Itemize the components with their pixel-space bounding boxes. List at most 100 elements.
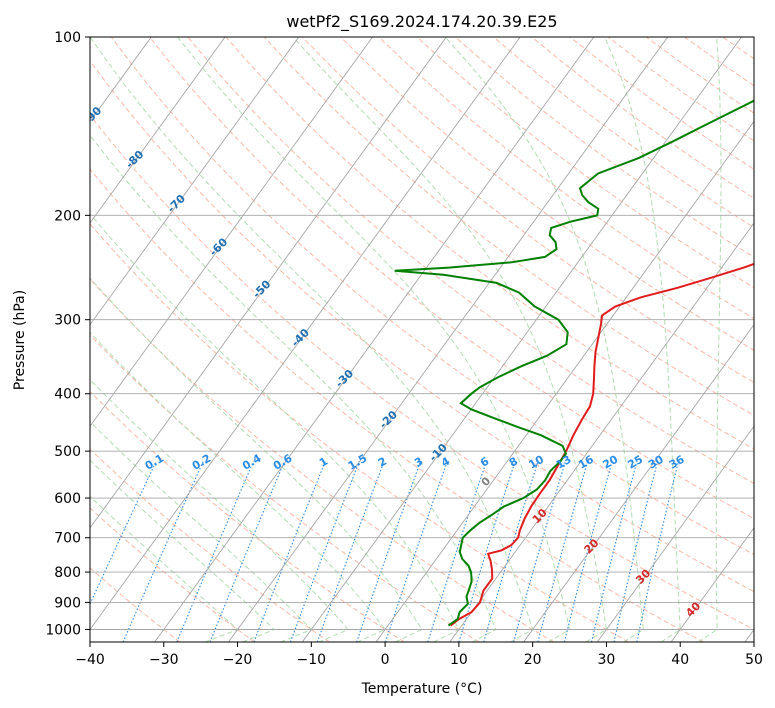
y-tick-label: 200 — [54, 208, 81, 224]
x-tick-label: 50 — [745, 652, 763, 668]
mixing-ratio-label: 16 — [576, 453, 596, 472]
dry-adiabat — [90, 448, 330, 642]
x-tick-label: 20 — [524, 652, 542, 668]
temperature-profile — [449, 262, 754, 627]
isotherm — [523, 323, 754, 642]
mixing-ratio-line — [384, 461, 448, 642]
moist-adiabat — [604, 37, 681, 642]
moist-adiabat — [90, 37, 534, 642]
mixing-ratio-label: 1.5 — [346, 452, 369, 473]
chart-title: wetPf2_S169.2024.174.20.39.E25 — [286, 12, 557, 32]
mixing-ratio-label: 36 — [667, 453, 687, 472]
dewpoint-profile — [394, 99, 754, 627]
dry-adiabat — [90, 390, 405, 642]
mixing-ratio-label: 20 — [601, 453, 621, 472]
moist-adiabat — [90, 213, 460, 642]
dry-adiabat — [90, 114, 754, 631]
dry-adiabat — [90, 223, 629, 642]
grid-lines — [90, 37, 754, 642]
y-tick-label: 700 — [54, 531, 81, 547]
dry-adiabat-label: -60 — [207, 235, 230, 258]
mixing-ratio-label: 0.4 — [240, 452, 264, 473]
x-tick-label: 0 — [381, 652, 390, 668]
dry-adiabat — [225, 37, 754, 450]
mixing-ratio-label: 25 — [625, 453, 645, 472]
mixing-ratio-label: 6 — [478, 454, 491, 469]
moist-adiabat — [177, 37, 571, 642]
moist-adiabat — [292, 37, 607, 642]
dry-adiabat — [90, 59, 754, 593]
dry-adiabat — [90, 278, 555, 642]
dry-adiabat — [761, 37, 775, 642]
dry-adiabat-label: -30 — [333, 367, 356, 390]
dry-adiabat — [340, 37, 754, 351]
y-axis: 100 200 300 400 500 600 700 800 900 1000 — [45, 30, 90, 639]
dry-adiabat-label: -40 — [289, 326, 312, 349]
mixing-ratio-line — [356, 461, 422, 642]
isotherm — [301, 37, 743, 642]
dry-adiabat — [454, 37, 754, 258]
isotherm — [375, 120, 754, 642]
dry-adiabat-label: -100 — [35, 60, 64, 89]
moist-adiabat — [90, 134, 497, 642]
mixing-ratio-label: 3 — [412, 455, 425, 470]
mixing-ratio-label: 1 — [317, 455, 330, 470]
x-axis-label: Temperature (°C) — [361, 681, 483, 697]
mixing-ratio-line — [537, 461, 589, 642]
moist-adiabat — [90, 378, 350, 642]
moist-adiabat — [90, 420, 313, 642]
dry-adiabat — [90, 507, 255, 642]
x-tick-label: −30 — [149, 652, 179, 668]
moist-adiabat-label: 20 — [582, 536, 602, 556]
moist-adiabat — [90, 331, 386, 642]
x-tick-label: −40 — [75, 652, 105, 668]
mixing-ratio-line — [176, 460, 255, 642]
mixing-ratio-line — [590, 461, 638, 642]
y-tick-label: 1000 — [45, 623, 81, 639]
mixing-ratio-label: 2 — [376, 455, 389, 470]
mixing-ratio-line — [253, 460, 326, 642]
x-axis: −40 −30 −20 −10 0 10 20 30 40 50 — [75, 642, 763, 668]
plot-frame — [89, 36, 755, 643]
mixing-ratio-line — [513, 461, 567, 642]
mixing-ratio-line — [289, 461, 360, 642]
dry-adiabat — [569, 37, 754, 170]
mixing-ratio-line — [636, 461, 680, 642]
moist-adiabat — [698, 37, 722, 642]
background-lines — [90, 37, 775, 642]
isotherm — [90, 37, 300, 326]
dry-adiabat — [187, 37, 754, 485]
dry-adiabat — [90, 334, 480, 642]
mixing-ratio-label: 0.1 — [143, 452, 166, 473]
y-tick-label: 100 — [54, 30, 81, 46]
dry-adiabat-label: -50 — [250, 277, 273, 300]
y-tick-label: 800 — [54, 565, 81, 581]
isotherm — [90, 37, 447, 529]
dry-adiabat-label: -70 — [165, 192, 188, 215]
isotherm — [154, 37, 595, 642]
moist-adiabat-label: 0 — [479, 474, 494, 489]
moist-adiabat — [90, 277, 423, 642]
isotherm — [90, 37, 226, 224]
x-tick-label: −10 — [297, 652, 327, 668]
y-tick-label: 900 — [54, 595, 81, 611]
isotherm — [228, 37, 669, 642]
x-tick-label: 30 — [598, 652, 616, 668]
y-tick-label: 600 — [54, 491, 81, 507]
mixing-ratio-label: 8 — [507, 455, 520, 470]
moist-adiabat — [444, 37, 644, 642]
moist-adiabat-label: 30 — [633, 567, 653, 587]
dry-adiabat-label: -80 — [123, 148, 146, 171]
y-tick-label: 500 — [54, 444, 81, 460]
isotherm — [744, 628, 754, 642]
dry-adiabat-label: -90 — [81, 104, 104, 127]
dry-adiabat — [493, 37, 754, 229]
isotherm — [90, 37, 374, 428]
dry-adiabat — [531, 37, 754, 199]
x-tick-label: −20 — [223, 652, 253, 668]
isotherm — [449, 222, 754, 642]
series-lines — [394, 99, 754, 627]
isotherm — [670, 527, 754, 642]
x-tick-label: 10 — [450, 652, 468, 668]
